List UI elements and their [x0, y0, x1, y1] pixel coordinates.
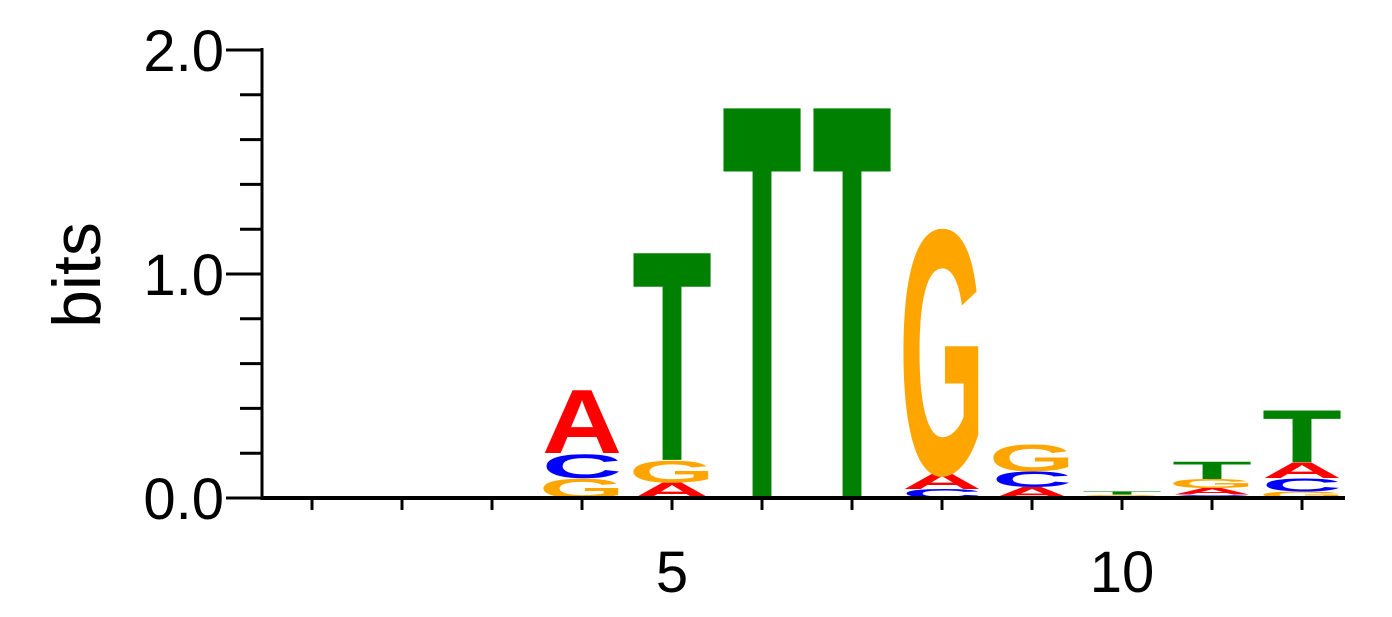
- logo-letter-A: A: [1172, 486, 1252, 497]
- logo-letter-G: G: [989, 437, 1075, 479]
- logo-letter-C: C: [1262, 474, 1342, 495]
- logo-letter-G: G: [1169, 477, 1255, 491]
- y-tick-label: 2.0: [143, 19, 224, 84]
- logo-letter-C: C: [992, 467, 1072, 491]
- y-tick-label: 1.0: [143, 243, 224, 308]
- logo-letter-A: A: [902, 469, 982, 493]
- logo-letter-T: T: [632, 189, 712, 525]
- axes: 0.0 1.0 2.0 5 10: [143, 19, 1345, 605]
- logo-letter-T: T: [812, 0, 892, 617]
- logo-letter-G: G: [899, 158, 985, 549]
- logo-letter-A: A: [542, 372, 622, 473]
- y-axis-label: bits: [39, 222, 115, 328]
- x-tick-label: 10: [1090, 540, 1155, 605]
- logo-letter-G: G: [1259, 490, 1345, 501]
- logo-letter-A: A: [1262, 458, 1342, 482]
- logo-letter-G: G: [629, 454, 715, 489]
- logo-letter-T: T: [1262, 394, 1342, 478]
- logo-letter-C: C: [542, 447, 622, 485]
- logo-letter-T: T: [722, 0, 802, 617]
- logo-letters: TGCAAGTTTCAGACGGTCAGTGCAT: [272, 0, 1345, 617]
- logo-letter-T: T: [1172, 456, 1252, 484]
- y-tick-label: 0.0: [143, 467, 224, 532]
- logo-letter-T: T: [1082, 490, 1162, 495]
- x-tick-label: 5: [656, 540, 688, 605]
